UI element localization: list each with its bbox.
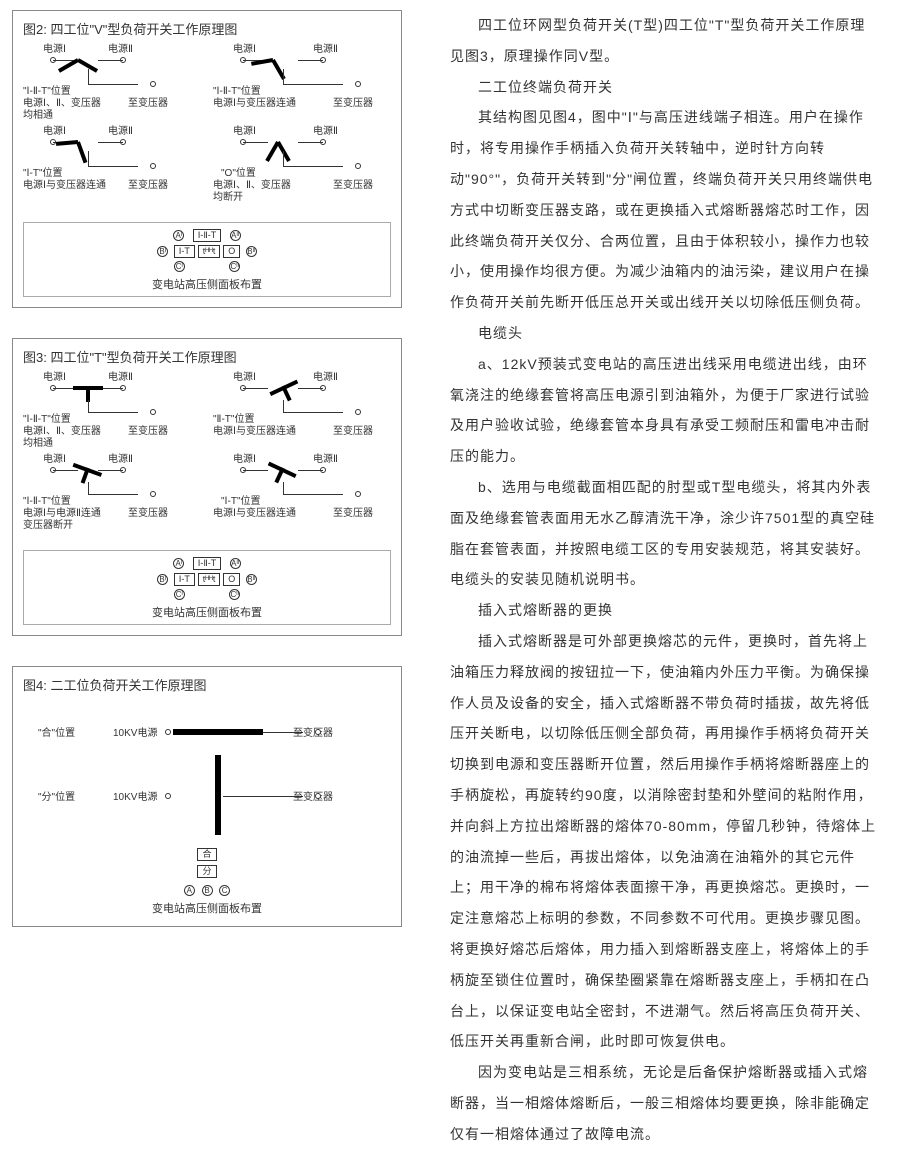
para-3: a、12kV预装式变电站的高压进出线采用电缆进出线，由环氧浇注的绝缘套管将高压电… bbox=[450, 349, 880, 472]
f3-bl-n: 电源Ⅰ与电源Ⅱ连通 变压器断开 bbox=[23, 508, 101, 532]
f2-tr-src1: 电源Ⅰ bbox=[233, 44, 256, 56]
f4-src1: 10KV电源 bbox=[113, 728, 157, 740]
f3-bl-o: 至变压器 bbox=[128, 508, 168, 520]
f2-bl-out: 至变压器 bbox=[128, 180, 168, 192]
f3-br-p: "Ⅰ-T"位置 bbox=[221, 496, 261, 508]
fig3-canvas: 电源Ⅰ 电源Ⅱ "Ⅰ-Ⅱ-T"位置 电源Ⅰ、Ⅱ、变压器 均相通 至变压器 电源Ⅰ… bbox=[23, 372, 391, 542]
f3-tr-n: 电源Ⅰ与变压器连通 bbox=[213, 426, 296, 438]
f3-tl-p: "Ⅰ-Ⅱ-T"位置 bbox=[23, 414, 71, 426]
para-6: 因为变电站是三相系统，无论是后备保护熔断器或插入式熔断器，当一相熔体熔断后，一般… bbox=[450, 1057, 880, 1149]
f3-tl-s1: 电源Ⅰ bbox=[43, 372, 66, 384]
f3-tr-p: "Ⅱ-T"位置 bbox=[213, 414, 254, 426]
f2-tl-note: 电源Ⅰ、Ⅱ、变压器 均相通 bbox=[23, 98, 101, 122]
f2-tr-note: 电源Ⅰ与变压器连通 bbox=[213, 98, 296, 110]
heading-2: 电缆头 bbox=[450, 318, 880, 349]
fig4-title: 图4: 二工位负荷开关工作原理图 bbox=[23, 675, 391, 694]
f3-tl-s2: 电源Ⅱ bbox=[108, 372, 133, 384]
f4-src2: 10KV电源 bbox=[113, 792, 157, 804]
f2-tr-src2: 电源Ⅱ bbox=[313, 44, 338, 56]
heading-1: 二工位终端负荷开关 bbox=[450, 72, 880, 103]
f2-tl-src1: 电源Ⅰ bbox=[43, 44, 66, 56]
f4-out1: 至变压器 bbox=[293, 728, 333, 740]
para-4: b、选用与电缆截面相匹配的肘型或T型电缆头，将其内外表面及绝缘套管表面用无水乙醇… bbox=[450, 472, 880, 595]
f3-bl-s1: 电源Ⅰ bbox=[43, 454, 66, 466]
f3-tl-n: 电源Ⅰ、Ⅱ、变压器 均相通 bbox=[23, 426, 101, 450]
fig2-panel: Aᴵ Ⅰ-Ⅱ-T Aᴵᴵ Bᴵ Ⅰ-T tᴴᴴt O Bᴵᴵ Cᴵ Cᴵᴵ 变电… bbox=[23, 222, 391, 297]
f2-tl-out: 至变压器 bbox=[128, 98, 168, 110]
f2-tr-out: 至变压器 bbox=[333, 98, 373, 110]
f3-tl-o: 至变压器 bbox=[128, 426, 168, 438]
heading-3: 插入式熔断器的更换 bbox=[450, 595, 880, 626]
fig3-panel: Aᴵ Ⅰ-Ⅱ-T Aᴵᴵ Bᴵ Ⅰ-T tᴴᴴt O Bᴵᴵ Cᴵ Cᴵᴵ 变电… bbox=[23, 550, 391, 625]
panel-b1: Bᴵ bbox=[157, 246, 168, 257]
f2-br-note: 电源Ⅰ、Ⅱ、变压器 均断开 bbox=[213, 180, 291, 204]
fig3-title: 图3: 四工位"T"型负荷开关工作原理图 bbox=[23, 347, 391, 366]
para-1: 四工位环网型负荷开关(T型)四工位"T"型负荷开关工作原理见图3，原理操作同V型… bbox=[450, 10, 880, 72]
f2-tl-pos: "Ⅰ-Ⅱ-T"位置 bbox=[23, 86, 71, 98]
figure-4: 图4: 二工位负荷开关工作原理图 "合"位置 10KV电源 至变压器 "分"位置… bbox=[12, 666, 402, 927]
f3-bl-p: "Ⅰ-Ⅱ-T"位置 bbox=[23, 496, 71, 508]
f2-bl-src2: 电源Ⅱ bbox=[108, 126, 133, 138]
f3-tr-s1: 电源Ⅰ bbox=[233, 372, 256, 384]
panel-c1: Cᴵ bbox=[174, 261, 185, 272]
f2-bl-note: 电源Ⅰ与变压器连通 bbox=[23, 180, 106, 192]
f3-br-o: 至变压器 bbox=[333, 508, 373, 520]
f3-br-n: 电源Ⅰ与变压器连通 bbox=[213, 508, 296, 520]
f2-bl-src1: 电源Ⅰ bbox=[43, 126, 66, 138]
f2-bl-pos: "Ⅰ-T"位置 bbox=[23, 168, 63, 180]
f2-tr-pos: "Ⅰ-Ⅱ-T"位置 bbox=[213, 86, 261, 98]
figure-3: 图3: 四工位"T"型负荷开关工作原理图 电源Ⅰ 电源Ⅱ "Ⅰ-Ⅱ-T"位置 电… bbox=[12, 338, 402, 636]
figures-column: 图2: 四工位"V"型负荷开关工作原理图 电源Ⅰ 电源Ⅱ "Ⅰ-Ⅱ-T"位置 电… bbox=[12, 10, 402, 957]
panel-a1: Aᴵ bbox=[173, 230, 184, 241]
f4-out2: 至变压器 bbox=[293, 792, 333, 804]
para-2: 其结构图见图4，图中"Ⅰ"与高压进线端子相连。用户在操作时，将专用操作手柄插入负… bbox=[450, 102, 880, 318]
f2-br-pos: "O"位置 bbox=[221, 168, 256, 180]
fig2-panel-caption: 变电站高压侧面板布置 bbox=[28, 276, 386, 292]
f2-tl-src2: 电源Ⅱ bbox=[108, 44, 133, 56]
panel-mid1: Ⅰ-Ⅱ-T bbox=[193, 229, 222, 242]
fig4-canvas: "合"位置 10KV电源 至变压器 "分"位置 10KV电源 至变压器 bbox=[23, 700, 391, 840]
panel-m2a: Ⅰ-T bbox=[174, 245, 195, 258]
f3-tr-s2: 电源Ⅱ bbox=[313, 372, 338, 384]
panel-a2: Aᴵᴵ bbox=[230, 230, 241, 241]
f4-he: "合"位置 bbox=[38, 728, 75, 740]
f2-br-out: 至变压器 bbox=[333, 180, 373, 192]
f3-tr-o: 至变压器 bbox=[333, 426, 373, 438]
para-5: 插入式熔断器是可外部更换熔芯的元件，更换时，首先将上油箱压力释放阀的按钮拉一下，… bbox=[450, 626, 880, 1057]
body-text: 四工位环网型负荷开关(T型)四工位"T"型负荷开关工作原理见图3，原理操作同V型… bbox=[450, 10, 880, 1149]
fig2-canvas: 电源Ⅰ 电源Ⅱ "Ⅰ-Ⅱ-T"位置 电源Ⅰ、Ⅱ、变压器 均相通 至变压器 电源Ⅰ… bbox=[23, 44, 391, 214]
f2-br-src1: 电源Ⅰ bbox=[233, 126, 256, 138]
panel-b2: Bᴵᴵ bbox=[246, 246, 257, 257]
panel-m2b: O bbox=[223, 245, 240, 258]
fig2-title: 图2: 四工位"V"型负荷开关工作原理图 bbox=[23, 19, 391, 38]
f3-bl-s2: 电源Ⅱ bbox=[108, 454, 133, 466]
f3-br-s1: 电源Ⅰ bbox=[233, 454, 256, 466]
panel-m2r: tᴴᴴt bbox=[198, 245, 221, 258]
f3-br-s2: 电源Ⅱ bbox=[313, 454, 338, 466]
figure-2: 图2: 四工位"V"型负荷开关工作原理图 电源Ⅰ 电源Ⅱ "Ⅰ-Ⅱ-T"位置 电… bbox=[12, 10, 402, 308]
f4-fen: "分"位置 bbox=[38, 792, 75, 804]
fig4-panel: 合 分 A B C 变电站高压侧面板布置 bbox=[23, 846, 391, 916]
f2-br-src2: 电源Ⅱ bbox=[313, 126, 338, 138]
panel-c2: Cᴵᴵ bbox=[229, 261, 240, 272]
